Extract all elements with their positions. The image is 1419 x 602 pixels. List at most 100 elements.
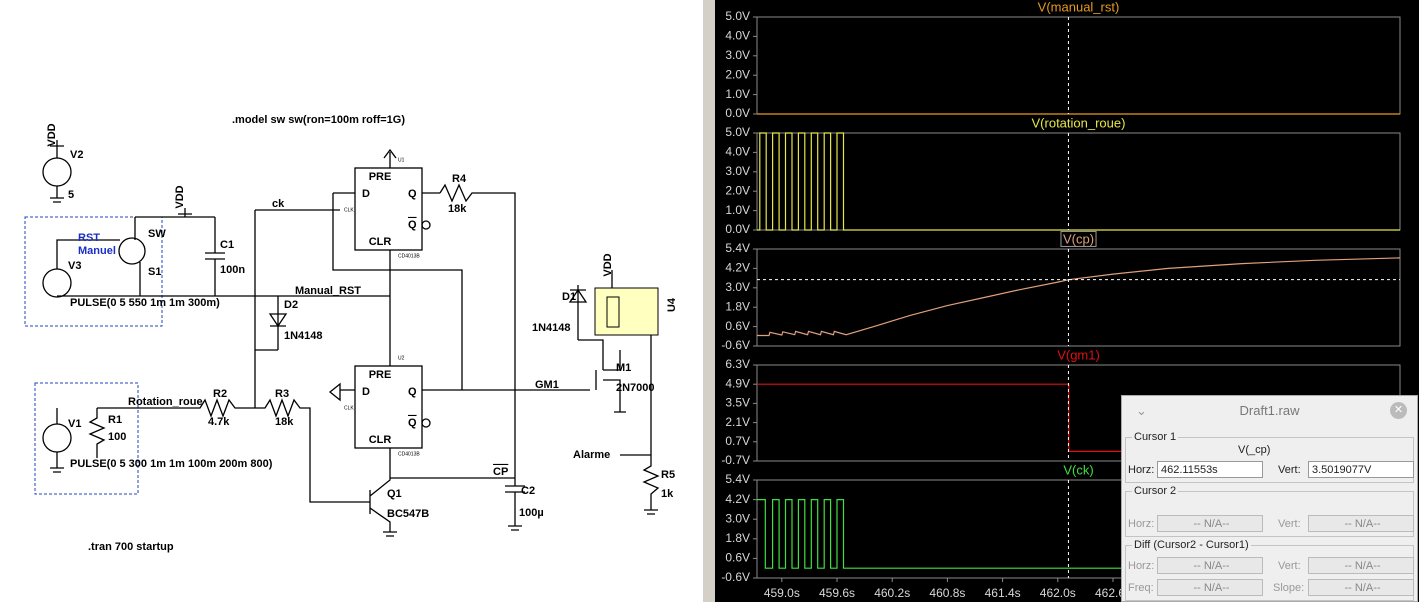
schematic-label: S1: [148, 266, 161, 278]
schematic-label: V3: [68, 260, 81, 272]
y-tick-label: 3.0V: [725, 280, 750, 294]
schematic-label: VDD: [46, 123, 58, 146]
slope-label: Slope:: [1273, 582, 1305, 594]
y-tick-label: 4.0V: [725, 29, 750, 43]
schematic-label: 18k: [275, 416, 294, 428]
group-title: Diff (Cursor2 - Cursor1): [1132, 539, 1251, 551]
y-tick-label: 1.8V: [725, 531, 750, 545]
collapse-icon[interactable]: ⌄: [1136, 403, 1147, 418]
horz-field[interactable]: 462.11553s: [1157, 461, 1263, 478]
y-tick-label: 0.7V: [725, 434, 750, 448]
schematic-label: 2N7000: [616, 382, 655, 394]
schematic-label: CD4013B: [398, 253, 420, 259]
schematic-label: VDD: [602, 253, 614, 276]
schematic-label: CLK: [344, 405, 354, 411]
schematic-label: V2: [70, 149, 83, 161]
dialog-title: Draft1.raw: [1239, 403, 1300, 418]
splitter: [703, 0, 715, 602]
vert-field[interactable]: 3.5019077V: [1308, 461, 1414, 478]
freq-field: -- N/A--: [1157, 579, 1263, 596]
schematic-label: PULSE(0 5 550 1m 1m 300m): [70, 297, 220, 309]
trace-title: V(cp): [1063, 231, 1094, 246]
horz-label: Horz:: [1128, 518, 1155, 530]
schematic-label: PRE: [369, 369, 392, 381]
y-tick-label: 5.4V: [725, 472, 750, 486]
x-tick-label: 460.8s: [929, 586, 965, 600]
y-tick-label: 6.3V: [725, 357, 750, 371]
schematic-label: U1: [398, 157, 405, 163]
vert-field: -- N/A--: [1308, 515, 1414, 532]
schematic-label: RST: [78, 232, 100, 244]
schematic-label: PRE: [369, 171, 392, 183]
schematic-label: Manual_RST: [295, 285, 361, 297]
y-tick-label: 4.2V: [725, 492, 750, 506]
trace: [757, 499, 1400, 569]
y-tick-label: -0.6V: [721, 570, 750, 584]
schematic-label: 100µ: [519, 507, 544, 519]
schematic-label: .model sw sw(ron=100m roff=1G): [232, 114, 405, 126]
y-tick-label: 4.9V: [725, 376, 750, 390]
x-tick-label: 462.0s: [1040, 586, 1076, 600]
vert-label: Vert:: [1278, 464, 1301, 476]
freq-label: Freq:: [1128, 582, 1154, 594]
schematic-label: ck: [272, 198, 285, 210]
diff-group: Diff (Cursor2 - Cursor1) Horz: -- N/A-- …: [1125, 539, 1414, 601]
schematic-label: Q: [408, 386, 417, 398]
vert-label: Vert:: [1278, 560, 1301, 572]
y-tick-label: 4.2V: [725, 261, 750, 275]
trace-title: V(manual_rst): [1038, 0, 1120, 14]
cursor1-group: Cursor 1 V(_cp) Horz: 462.11553s Vert: 3…: [1125, 431, 1414, 483]
group-title: Cursor 1: [1132, 431, 1179, 443]
schematic-label: U2: [398, 355, 405, 361]
y-tick-label: 1.0V: [725, 203, 750, 217]
horz-field: -- N/A--: [1157, 557, 1263, 574]
schematic-label: SW: [148, 228, 166, 240]
y-tick-label: 5.0V: [725, 125, 750, 139]
schematic-label: 1k: [661, 488, 674, 500]
y-tick-label: 3.0V: [725, 511, 750, 525]
trace: [757, 257, 1401, 337]
schematic-label: 100n: [220, 264, 245, 276]
x-tick-label: 461.4s: [985, 586, 1021, 600]
y-tick-label: 4.0V: [725, 145, 750, 159]
schematic-label: CLR: [369, 236, 392, 248]
y-tick-label: -0.7V: [721, 453, 750, 467]
x-tick-label: 460.2s: [874, 586, 910, 600]
schematic-label: D: [362, 188, 370, 200]
y-tick-label: 3.0V: [725, 48, 750, 62]
schematic-label: R5: [661, 469, 675, 481]
close-button[interactable]: ✕: [1390, 402, 1407, 419]
schematic-label: BC547B: [387, 508, 429, 520]
schematic-label: C2: [521, 485, 535, 497]
y-tick-label: 5.4V: [725, 241, 750, 255]
y-tick-label: 0.6V: [725, 319, 750, 333]
y-tick-label: 0.0V: [725, 222, 750, 236]
schematic-label: R1: [108, 414, 122, 426]
y-tick-label: 3.0V: [725, 164, 750, 178]
vert-label: Vert:: [1278, 518, 1301, 530]
schematic-label: Alarme: [573, 449, 610, 461]
schematic-label: 1N4148: [284, 330, 323, 342]
schematic-label: .tran 700 startup: [88, 541, 174, 553]
schematic-label: CP: [493, 466, 508, 478]
schematic-label: 100: [108, 431, 126, 443]
wires: [24, 140, 660, 537]
x-tick-label: 459.6s: [819, 586, 855, 600]
trace-name: V(_cp): [1238, 444, 1271, 456]
schematic-label: D2: [284, 299, 298, 311]
y-tick-label: 2.1V: [725, 415, 750, 429]
trace-title: V(gm1): [1057, 347, 1100, 362]
horz-field: -- N/A--: [1157, 515, 1263, 532]
schematic-label: Q: [408, 219, 417, 231]
schematic-label: R3: [275, 388, 289, 400]
y-tick-label: 2.0V: [725, 183, 750, 197]
horz-label: Horz:: [1128, 464, 1155, 476]
schematic-label: CD4013B: [398, 451, 420, 457]
plot-frame: [756, 248, 1401, 347]
vert-field: -- N/A--: [1308, 557, 1414, 574]
schematic-label: 18k: [448, 203, 467, 215]
schematic-label: CLK: [344, 207, 354, 213]
slope-field: -- N/A--: [1308, 579, 1414, 596]
schematic-label: U4: [666, 297, 678, 312]
schematic-label: D1: [562, 291, 576, 303]
